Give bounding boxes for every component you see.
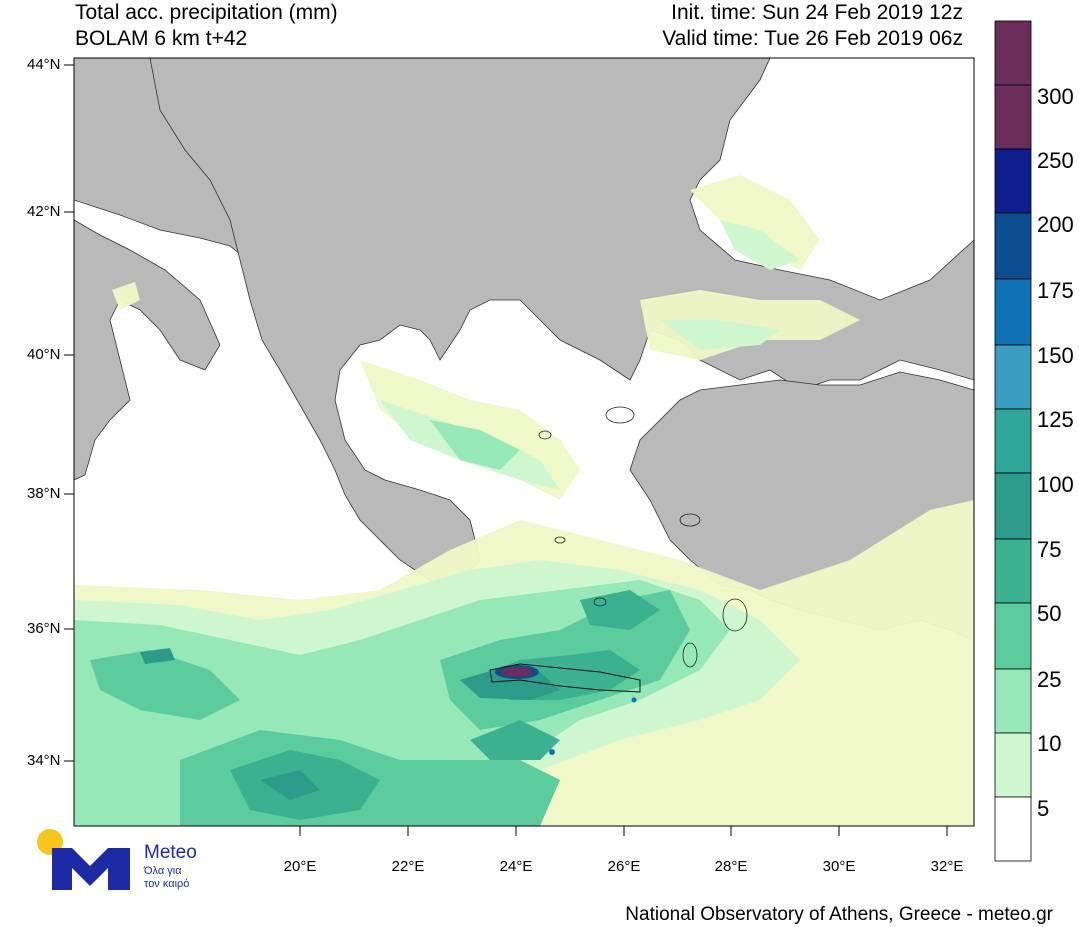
lon-label-32: 32°E <box>930 858 964 875</box>
crete-coastline <box>489 663 641 693</box>
colorbar-swatch-200 <box>994 212 1032 280</box>
footer-credit: National Observatory of Athens, Greece -… <box>625 904 1053 925</box>
colorbar-swatch-10 <box>994 732 1032 798</box>
lat-label-44: 44°N <box>27 56 61 73</box>
colorbar-label-175: 175 <box>1037 278 1074 303</box>
balkans-land <box>149 58 974 601</box>
colorbar-label-300: 300 <box>1037 84 1074 109</box>
colorbar-swatch-25 <box>994 668 1032 734</box>
map-area <box>74 58 974 826</box>
lon-label-24: 24°E <box>499 858 533 875</box>
colorbar-label-10: 10 <box>1037 731 1062 756</box>
aegean-islands <box>538 406 748 668</box>
lon-label-20: 20°E <box>283 858 317 875</box>
colorbar-swatch-75 <box>994 538 1032 604</box>
lat-label-38: 38°N <box>27 485 61 502</box>
colorbar <box>994 20 1032 862</box>
colorbar-label-100: 100 <box>1037 472 1074 497</box>
lon-label-30: 30°E <box>822 858 856 875</box>
colorbar-swatch-250 <box>994 148 1032 214</box>
colorbar-swatch-300 <box>994 84 1032 150</box>
colorbar-label-25: 25 <box>1037 667 1062 692</box>
colorbar-label-75: 75 <box>1037 537 1062 562</box>
lat-label-40: 40°N <box>27 346 61 363</box>
valid-time: Valid time: Tue 26 Feb 2019 06z <box>662 27 963 50</box>
lon-label-28: 28°E <box>714 858 748 875</box>
lat-label-42: 42°N <box>27 203 61 220</box>
colorbar-swatch-100 <box>994 472 1032 540</box>
lon-label-26: 26°E <box>607 858 641 875</box>
lon-label-22: 22°E <box>391 858 425 875</box>
lon-ticks <box>299 826 948 836</box>
colorbar-swatch-175 <box>994 278 1032 346</box>
init-time: Init. time: Sun 24 Feb 2019 12z <box>671 1 963 24</box>
lat-label-34: 34°N <box>27 752 61 769</box>
colorbar-label-125: 125 <box>1037 407 1074 432</box>
model-label: BOLAM 6 km t+42 <box>75 27 248 50</box>
colorbar-swatch-300plus <box>994 20 1032 86</box>
colorbar-label-150: 150 <box>1037 343 1074 368</box>
meteo-logo-icon <box>37 829 130 890</box>
logo-name: Meteo <box>144 842 197 863</box>
colorbar-label-250: 250 <box>1037 148 1074 173</box>
lat-ticks <box>64 64 74 762</box>
chart-title: Total acc. precipitation (mm) <box>75 1 338 24</box>
colorbar-label-200: 200 <box>1037 212 1074 237</box>
colorbar-swatch-150 <box>994 344 1032 410</box>
colorbar-label-50: 50 <box>1037 601 1062 626</box>
logo-tagline-line2: τον καιρό <box>144 878 190 890</box>
colorbar-swatch-50 <box>994 602 1032 670</box>
colorbar-label-5: 5 <box>1037 796 1050 821</box>
logo-tagline-line1: Όλα για <box>144 865 182 877</box>
precip-peak <box>495 665 637 755</box>
italy-south-land <box>74 219 221 481</box>
map-border <box>73 57 975 827</box>
logo-tagline: Όλα για τον καιρό <box>144 865 189 891</box>
lat-label-36: 36°N <box>27 620 61 637</box>
colorbar-swatch-125 <box>994 408 1032 474</box>
colorbar-swatch-5 <box>994 796 1032 862</box>
